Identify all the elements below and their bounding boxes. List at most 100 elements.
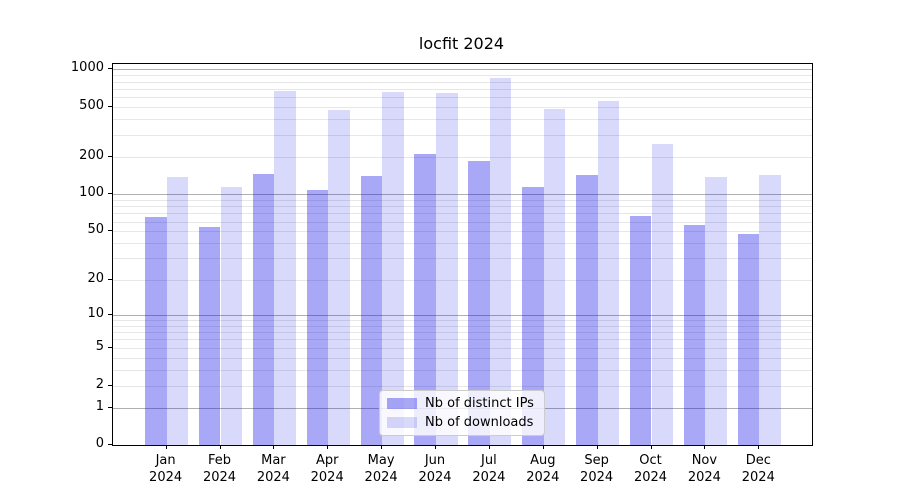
bar-distinct-ips-mar: [252, 173, 275, 445]
x-tick-year: 2024: [580, 470, 614, 485]
bar-distinct-ips-apr: [306, 189, 329, 445]
y-tick-mark: [108, 384, 112, 386]
y-tick-mark: [108, 106, 112, 107]
minor-gridline: [113, 213, 812, 215]
y-tick-mark: [108, 406, 112, 408]
y-tick-label: 50: [87, 222, 104, 238]
y-tick-mark: [108, 68, 112, 70]
x-tick-label-dec: Dec 2024: [728, 452, 788, 486]
minor-gridline: [113, 81, 812, 83]
y-tick-label: 10: [87, 305, 104, 321]
bar-distinct-ips-may: [360, 175, 383, 445]
x-tick-year: 2024: [202, 470, 237, 485]
y-tick-label: 2: [95, 376, 104, 392]
x-tick-year: 2024: [633, 470, 668, 485]
bar-downloads-aug: [543, 108, 566, 445]
minor-gridline: [113, 107, 812, 108]
x-tick-label-oct: Oct 2024: [621, 452, 681, 486]
x-tick-year: 2024: [310, 470, 344, 485]
x-tick-mark: [165, 445, 167, 449]
y-tick-mark: [108, 313, 112, 315]
bar-distinct-ips-feb: [198, 226, 221, 445]
y-tick-label: 1000: [70, 60, 104, 76]
minor-gridline: [113, 119, 812, 121]
legend-label-downloads: Nb of downloads: [425, 415, 534, 430]
y-tick-label: 0: [95, 436, 104, 452]
legend-entry-downloads: Nb of downloads: [387, 415, 534, 430]
legend-swatch-downloads: [387, 417, 417, 428]
x-tick-mark: [488, 445, 490, 449]
x-tick-label-sep: Sep 2024: [567, 452, 627, 486]
minor-gridline: [113, 385, 812, 387]
x-tick-year: 2024: [364, 470, 398, 485]
y-tick-label: 20: [87, 270, 104, 286]
chart-title: locfit 2024: [418, 34, 505, 53]
x-tick-mark: [542, 445, 544, 449]
minor-gridline: [113, 325, 812, 327]
legend-swatch-distinct-ips: [387, 398, 417, 409]
x-tick-year: 2024: [149, 470, 183, 485]
legend: Nb of distinct IPs Nb of downloads: [379, 390, 545, 436]
y-tick-mark: [108, 444, 112, 446]
bar-distinct-ips-jun: [414, 154, 436, 445]
y-tick-mark: [108, 230, 112, 232]
x-tick-year: 2024: [687, 470, 721, 485]
bar-downloads-may: [382, 92, 404, 445]
x-tick-year: 2024: [418, 470, 452, 485]
x-tick-mark: [219, 445, 221, 449]
x-tick-mark: [650, 445, 652, 449]
plot-area: Nb of distinct IPs Nb of downloads: [112, 63, 813, 446]
major-gridline: [113, 314, 812, 316]
x-tick-mark: [704, 445, 706, 449]
y-tick-label: 500: [79, 98, 104, 113]
minor-gridline: [113, 156, 812, 158]
x-tick-label-jul: Jul 2024: [459, 452, 519, 486]
major-gridline: [113, 69, 812, 71]
minor-gridline: [113, 332, 812, 334]
bar-downloads-feb: [220, 186, 243, 445]
x-tick-mark: [596, 445, 598, 449]
gridline-layer: [113, 64, 812, 445]
minor-gridline: [113, 357, 812, 359]
x-tick-label-mar: Mar 2024: [243, 452, 303, 486]
y-tick-label: 1: [95, 398, 104, 414]
minor-gridline: [113, 206, 812, 208]
bar-downloads-nov: [705, 177, 727, 445]
minor-gridline: [113, 347, 812, 349]
bar-downloads-oct: [651, 144, 674, 445]
bar-downloads-apr: [328, 110, 350, 445]
x-tick-label-may: May 2024: [351, 452, 411, 486]
x-tick-label-jan: Jan 2024: [136, 452, 196, 486]
bar-distinct-ips-jan: [145, 217, 167, 445]
bar-downloads-dec: [759, 174, 781, 445]
x-tick-mark: [758, 445, 760, 449]
bar-layer: [113, 64, 812, 445]
y-tick-label: 5: [95, 338, 104, 354]
bar-distinct-ips-oct: [629, 216, 652, 445]
minor-gridline: [113, 243, 812, 245]
minor-gridline: [113, 279, 812, 281]
bar-downloads-jul: [489, 78, 512, 445]
bar-downloads-mar: [274, 90, 296, 445]
bar-distinct-ips-aug: [522, 186, 544, 445]
y-tick-label: 200: [79, 147, 104, 163]
minor-gridline: [113, 339, 812, 341]
bar-distinct-ips-dec: [737, 234, 760, 445]
x-tick-label-aug: Aug 2024: [513, 452, 573, 486]
minor-gridline: [113, 75, 812, 77]
x-tick-label-apr: Apr 2024: [297, 452, 357, 486]
bar-downloads-jun: [436, 93, 458, 445]
major-gridline: [113, 194, 812, 196]
minor-gridline: [113, 231, 812, 233]
x-tick-mark: [435, 445, 436, 449]
minor-gridline: [113, 369, 812, 371]
minor-gridline: [113, 199, 812, 201]
bar-downloads-sep: [597, 100, 620, 445]
bar-distinct-ips-jul: [468, 160, 490, 445]
y-tick-mark: [108, 346, 112, 348]
x-tick-year: 2024: [741, 470, 775, 485]
bar-distinct-ips-sep: [576, 174, 598, 445]
minor-gridline: [113, 97, 812, 99]
x-tick-mark: [381, 445, 383, 449]
y-tick-label: 100: [79, 185, 104, 201]
